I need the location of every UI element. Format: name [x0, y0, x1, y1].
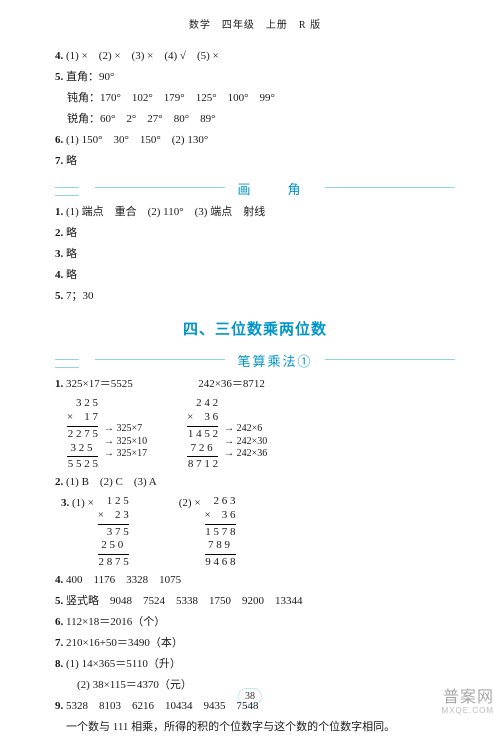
watermark: 普案网 MXQE.COM [442, 690, 494, 715]
item-text: 7；30 [66, 290, 94, 302]
item-text: 略 [66, 269, 77, 281]
equation-right: 242×36＝8712 [198, 378, 265, 390]
calc-line: 8 7 1 2 [187, 458, 218, 472]
item-text: 112×18＝2016（个） [66, 616, 165, 628]
answers-rest: 4. 400 1176 3328 1075 5. 竖式略 9048 7524 5… [55, 572, 455, 736]
decoration-lines [55, 182, 91, 194]
item-num: 6. [55, 134, 63, 146]
calc-line: 2 5 0 [98, 539, 129, 553]
item-text: 略 [66, 155, 77, 167]
calc-line: 7 2 6 [187, 442, 218, 456]
item-text: 钝角：170° 102° 179° 125° 100° 99° [67, 92, 275, 104]
arrow-annotations: → 325×7 → 325×10 → 325×17 [104, 397, 147, 461]
item-num: 4. [55, 269, 63, 281]
item-num: 1. [55, 378, 63, 390]
item-num: 6. [55, 616, 63, 628]
answers-draw-angle: 1. (1) 端点 重合 (2) 110° (3) 端点 射线 2. 略 3. … [55, 204, 455, 305]
item-text: 直角：90° [66, 71, 114, 83]
item-text: (1) B (2) C (3) A [66, 476, 157, 488]
section-header-draw-angle: 画 角 [55, 180, 455, 196]
vertical-calc-left: 3 2 5 × 1 7 2 2 7 5 3 2 5 5 5 2 5 → 325×… [67, 397, 147, 472]
decoration-lines [55, 354, 91, 366]
calc-line: 2 6 3 [205, 495, 236, 509]
calc-line: 3 2 5 [67, 397, 98, 411]
item-text: 竖式略 9048 7524 5338 1750 9200 13344 [66, 595, 303, 607]
section-title: 笔算乘法① [225, 354, 324, 369]
q3-right: (2) × 2 6 3 × 3 6 1 5 7 8 7 8 9 9 4 6 8 [179, 495, 236, 570]
page-header: 数学 四年级 上册 R 版 [55, 18, 455, 34]
vertical-calc-right: 2 4 2 × 3 6 1 4 5 2 7 2 6 8 7 1 2 → 242×… [187, 397, 267, 472]
q3-left: 3. (1) × 1 2 5 × 2 3 3 7 5 2 5 0 2 8 7 5 [61, 495, 129, 570]
calc-line: 1 2 5 [98, 495, 129, 509]
calc-line: 1 5 7 8 [205, 526, 236, 540]
chapter-heading: 四、三位数乘两位数 [55, 319, 455, 342]
calc-line: 2 2 7 5 [67, 428, 98, 442]
item-num: 4. [55, 50, 63, 62]
sub-label: (2) × [179, 495, 201, 512]
item-text: 略 [66, 227, 77, 239]
item-num: 3. [61, 497, 69, 509]
item-num: 5. [55, 595, 63, 607]
item-num: 1. [55, 206, 63, 218]
calc-line: 7 8 9 [205, 539, 236, 553]
item-num: 8. [55, 658, 63, 670]
item-text: 400 1176 3328 1075 [66, 574, 181, 586]
calc-line: 1 4 5 2 [187, 428, 218, 442]
item-num: 7. [55, 155, 63, 167]
answers-top: 4. (1) × (2) × (3) × (4) √ (5) × 5. 直角：9… [55, 48, 455, 170]
calc-line: 5 5 2 5 [67, 458, 98, 472]
calc-line: 3 7 5 [98, 526, 129, 540]
item-num: 4. [55, 574, 63, 586]
calc-line: 2 4 2 [187, 397, 218, 411]
calc-line: 9 4 6 8 [205, 556, 236, 570]
equation-left: 325×17＝5525 [66, 378, 133, 390]
item-text: (1) 端点 重合 (2) 110° (3) 端点 射线 [66, 206, 265, 218]
page-number: 38 [0, 688, 500, 706]
item-num: 7. [55, 637, 63, 649]
item-num: 2. [55, 476, 63, 488]
item-text: (1) 150° 30° 150° (2) 130° [66, 134, 208, 146]
item-text: (1) 14×365＝5110（升） [66, 658, 181, 670]
calc-line: × 3 6 [187, 411, 218, 425]
item-num: 3. [55, 248, 63, 260]
calc-line: × 3 6 [205, 509, 236, 523]
item-num: 5. [55, 71, 63, 83]
item-text: (1) × (2) × (3) × (4) √ (5) × [66, 50, 219, 62]
item-text: 210×16+50＝3490（本） [66, 637, 183, 649]
calc-line: × 1 7 [67, 411, 98, 425]
sub-label: (1) × [72, 497, 94, 509]
section-header-multiplication: 笔算乘法① [55, 352, 455, 368]
section-title: 画 角 [225, 182, 324, 197]
calc-line: 3 2 5 [67, 442, 98, 456]
arrow-annotations: → 242×6 → 242×30 → 242×36 [224, 397, 267, 461]
item-text: 略 [66, 248, 77, 260]
item-text: 一个数与 111 相乘，所得的积的个位数字与这个数的个位数字相同。 [55, 721, 395, 733]
calc-line: 2 8 7 5 [98, 556, 129, 570]
item-num: 2. [55, 227, 63, 239]
calc-line: × 2 3 [98, 509, 129, 523]
vertical-calc-row: 3 2 5 × 1 7 2 2 7 5 3 2 5 5 5 2 5 → 325×… [55, 397, 455, 472]
item-text: 锐角：60° 2° 27° 80° 89° [67, 113, 216, 125]
item-num: 5. [55, 290, 63, 302]
